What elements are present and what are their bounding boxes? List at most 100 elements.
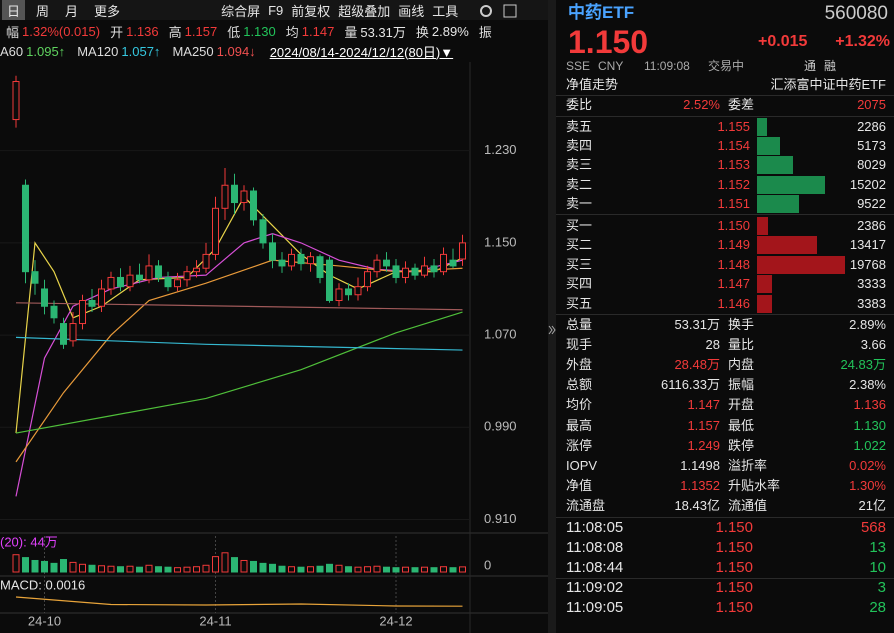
book-label: 卖四: [566, 138, 593, 154]
tool-button[interactable]: 综合屏: [221, 3, 261, 19]
candle-body: [240, 190, 248, 204]
candle-body: [183, 271, 191, 281]
y-tick-label: 0.990: [484, 419, 517, 434]
expand-icon[interactable]: [548, 325, 556, 335]
trade-volume: 28: [869, 599, 886, 616]
quote-label: 幅: [6, 24, 20, 40]
volume-bar: [41, 560, 48, 573]
quote-value: 53.31万: [360, 24, 406, 40]
candle-body: [345, 288, 352, 296]
volume-bar: [307, 566, 314, 573]
period-tab[interactable]: 月: [65, 3, 79, 19]
book-bar: [757, 236, 817, 255]
quote-panel: 中药ETF 560080 1.150 +0.015 +1.32% SSE CNY 11:09:…: [556, 0, 894, 633]
y-tick-label: 0.910: [484, 511, 517, 526]
candle-body: [373, 259, 381, 273]
stat-value: 1.1352: [680, 477, 720, 493]
stat-value: 2.38%: [849, 377, 886, 393]
tool-button[interactable]: 前复权: [291, 3, 331, 19]
period-tab[interactable]: 日: [2, 0, 26, 20]
splitter[interactable]: [548, 0, 556, 633]
stat-value: 1.130: [853, 417, 886, 433]
stat-label: 换手: [728, 317, 755, 332]
candle-body: [50, 305, 58, 319]
volume-bar: [316, 565, 324, 573]
book-price: 1.150: [717, 218, 750, 233]
ma-line: [15, 259, 463, 463]
flag: 融: [824, 59, 837, 73]
ma-line: [15, 195, 463, 434]
stat-label: 总量: [566, 317, 593, 332]
stat-value: 1.136: [853, 397, 886, 413]
volume-bar: [98, 565, 105, 573]
candle-body: [411, 267, 419, 276]
status-text: 11:09:08: [644, 59, 690, 73]
layout-icon[interactable]: [503, 4, 517, 18]
volume-bar: [449, 567, 457, 573]
stat-label: 开盘: [728, 397, 755, 413]
volume-bar: [392, 567, 400, 573]
ma-line: A60 1.095↑ MA120 1.057↑ MA250 1.094↓ 2024/08/1…: [0, 41, 548, 61]
stat-value: 3.66: [860, 337, 886, 353]
splitter-bar: [548, 0, 556, 633]
candle-body: [193, 267, 200, 273]
candle-body: [31, 271, 39, 284]
candle-body: [250, 190, 257, 221]
book-label: 卖一: [566, 195, 593, 211]
period-tab[interactable]: 更多: [94, 3, 121, 19]
period-tab[interactable]: 周: [36, 3, 50, 19]
book-bar: [757, 137, 781, 156]
status-text: CNY: [598, 59, 624, 73]
candle-body: [278, 259, 286, 267]
trade-time: 11:09:05: [566, 599, 624, 616]
nav-tab[interactable]: 净值走势: [566, 77, 619, 92]
tool-button[interactable]: 超级叠加: [338, 3, 391, 19]
date-range[interactable]: 2024/08/14-2024/12/12(80日)▼: [269, 44, 454, 60]
volume-bar: [212, 556, 219, 573]
gear-icon[interactable]: [480, 5, 492, 17]
quote-value: 1.147: [301, 23, 335, 39]
trade-volume: 13: [869, 539, 886, 556]
candle-body: [402, 267, 409, 278]
stat-label: 总额: [566, 377, 593, 393]
volume-bar: [22, 557, 29, 573]
trade-time: 11:08:05: [566, 519, 624, 536]
volume-bar: [79, 563, 86, 573]
volume-bar: [126, 565, 134, 573]
book-volume: 2286: [857, 119, 886, 134]
quote-value: 1.32%(0.015): [22, 23, 101, 39]
volume-bar: [164, 566, 172, 573]
volume-bar: [231, 557, 238, 573]
stat-label: 最高: [566, 417, 593, 433]
fund-code: 560080: [824, 3, 888, 24]
trade-price: 1.150: [715, 599, 753, 616]
ma-value: 1.057↑: [121, 43, 161, 59]
stat-value: 18.43亿: [674, 497, 720, 513]
book-bar: [757, 156, 793, 175]
quote-label: 高: [168, 24, 182, 40]
stat-value: 28.48万: [674, 357, 720, 373]
book-volume: 8029: [857, 157, 886, 173]
flag: 通: [804, 59, 817, 73]
stat-value: 1.1498: [680, 457, 720, 473]
y-tick-label: 1.070: [484, 327, 517, 342]
candle-body: [221, 184, 229, 209]
volume-bar: [421, 566, 428, 573]
stat-label: 最低: [728, 417, 755, 433]
volume-bar: [288, 566, 295, 573]
volume-bar: [250, 560, 257, 573]
candle-body: [126, 274, 134, 288]
quote-label: 量: [344, 24, 358, 40]
separator: [556, 116, 894, 117]
book-volume: 15202: [849, 176, 886, 192]
tool-button[interactable]: 画线: [398, 3, 425, 19]
candle-body: [297, 253, 305, 265]
tool-button[interactable]: F9: [268, 2, 284, 18]
tool-button[interactable]: 工具: [432, 3, 459, 19]
candle-body: [449, 259, 457, 267]
candle-body: [202, 253, 210, 269]
volume-bar: [354, 566, 362, 573]
book-volume: 9522: [857, 195, 886, 211]
trade-price: 1.150: [715, 519, 753, 536]
candle-body: [307, 256, 314, 265]
